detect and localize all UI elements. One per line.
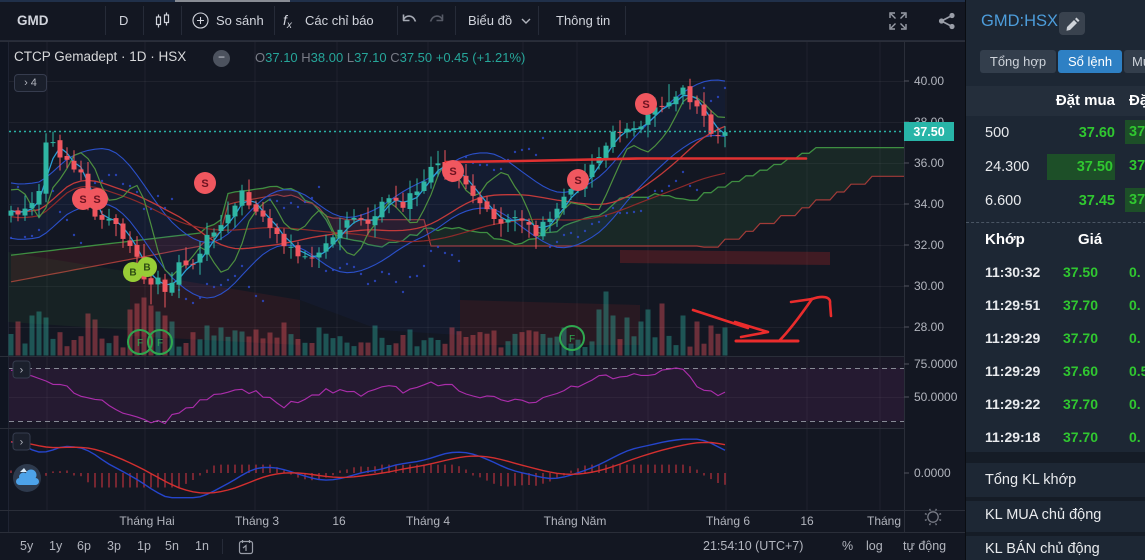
svg-text:S: S	[79, 194, 86, 206]
svg-text:75.0000: 75.0000	[914, 357, 958, 371]
svg-text:40.00: 40.00	[914, 74, 944, 88]
svg-text:B: B	[129, 268, 136, 279]
svg-text:S: S	[93, 194, 100, 206]
svg-text:B: B	[143, 263, 150, 274]
svg-text:S: S	[642, 99, 649, 111]
svg-text:37.50: 37.50	[913, 125, 944, 139]
svg-text:S: S	[574, 175, 581, 187]
svg-text:F: F	[157, 338, 163, 349]
svg-text:36.00: 36.00	[914, 156, 944, 170]
svg-text:34.00: 34.00	[914, 197, 944, 211]
svg-text:S: S	[449, 166, 456, 178]
svg-text:50.0000: 50.0000	[914, 390, 958, 404]
svg-text:0.0000: 0.0000	[914, 466, 951, 480]
svg-text:32.00: 32.00	[914, 238, 944, 252]
svg-text:F: F	[569, 334, 575, 345]
svg-text:›: ›	[20, 365, 24, 377]
svg-text:S: S	[201, 178, 208, 190]
svg-text:30.00: 30.00	[914, 279, 944, 293]
svg-text:›: ›	[20, 437, 24, 449]
svg-text:28.00: 28.00	[914, 320, 944, 334]
svg-text:F: F	[137, 338, 143, 349]
